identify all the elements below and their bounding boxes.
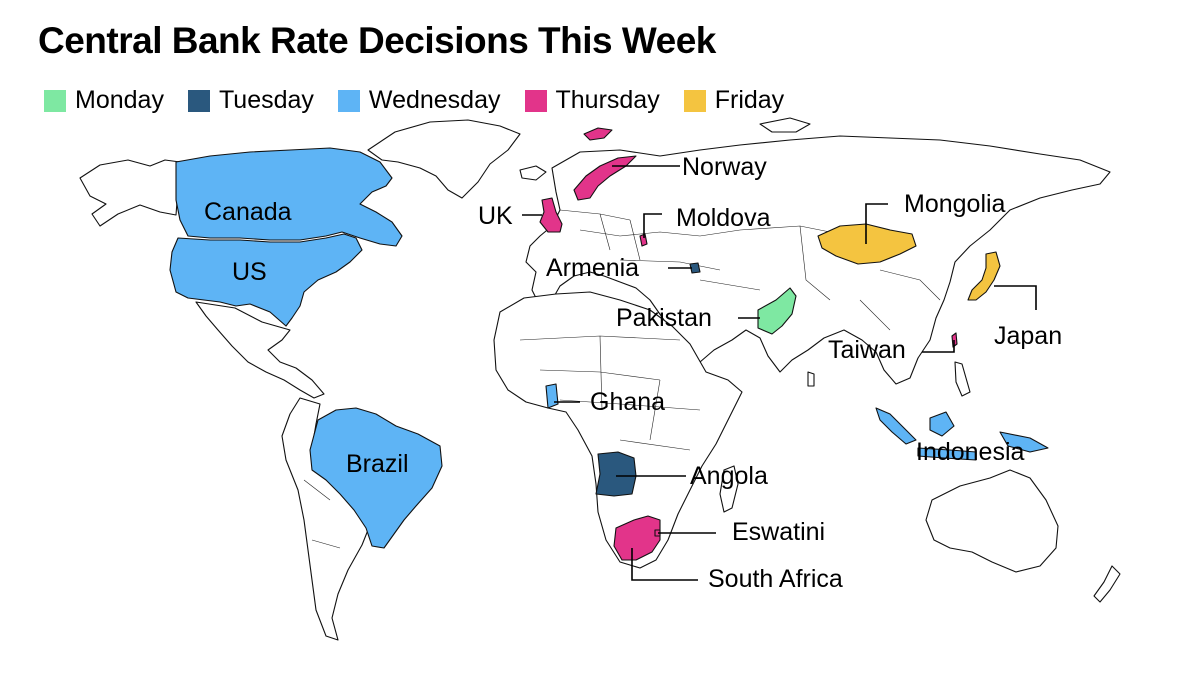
- country-labels: Canada US Brazil UK Norway Moldova Armen…: [204, 153, 1062, 593]
- legend-swatch-wednesday: [337, 89, 360, 112]
- legend-label-friday: Friday: [714, 86, 785, 114]
- legend-item-thursday: Thursday: [524, 86, 660, 115]
- land-mexico-central-america: [195, 301, 325, 399]
- legend-swatch-thursday: [524, 89, 547, 112]
- land-australia: [925, 469, 1059, 573]
- land-philippines: [954, 361, 971, 397]
- country-borders: [303, 209, 941, 549]
- legend-item-wednesday: Wednesday: [337, 86, 501, 115]
- label-eswatini: Eswatini: [732, 518, 825, 546]
- legend-swatch-friday: [683, 89, 706, 112]
- land-madagascar: [719, 465, 739, 513]
- label-us: US: [232, 258, 267, 286]
- country-armenia-shape[interactable]: [689, 262, 701, 274]
- country-canada-shape[interactable]: [175, 147, 403, 247]
- leader-taiwan: [922, 340, 955, 353]
- land-new-zealand: [1093, 565, 1121, 603]
- country-angola-shape[interactable]: [595, 451, 637, 497]
- country-south-africa-shape[interactable]: [613, 515, 661, 561]
- border-lines-europe: [559, 209, 741, 271]
- label-norway: Norway: [682, 153, 767, 181]
- border-lines-africa: [519, 335, 701, 451]
- label-pakistan: Pakistan: [616, 304, 712, 332]
- label-uk: UK: [478, 202, 513, 230]
- legend-swatch-tuesday: [187, 89, 210, 112]
- land-iceland: [519, 165, 547, 181]
- label-canada: Canada: [204, 198, 292, 226]
- legend-item-monday: Monday: [44, 86, 164, 115]
- country-indonesia-shape[interactable]: [875, 407, 1049, 461]
- legend-label-tuesday: Tuesday: [218, 86, 314, 114]
- land-greenland: [367, 119, 521, 199]
- country-norway-svalbard-shape[interactable]: [583, 127, 613, 141]
- legend-label-monday: Monday: [75, 86, 164, 114]
- label-japan: Japan: [994, 322, 1062, 350]
- country-brazil-shape[interactable]: [309, 407, 443, 549]
- legend-item-tuesday: Tuesday: [187, 86, 314, 115]
- leader-moldova: [643, 213, 662, 238]
- legend-swatch-monday: [44, 89, 66, 112]
- base-land: [79, 117, 1121, 641]
- country-ghana-shape[interactable]: [545, 383, 559, 409]
- country-uk-shape[interactable]: [539, 197, 563, 233]
- label-brazil: Brazil: [346, 450, 409, 478]
- label-moldova: Moldova: [676, 204, 771, 232]
- legend: Monday Tuesday Wednesday Thursday Friday: [44, 86, 784, 115]
- label-mongolia: Mongolia: [904, 190, 1006, 218]
- land-alaska: [79, 159, 181, 227]
- label-indonesia: Indonesia: [916, 438, 1025, 466]
- border-lines-asia: [699, 225, 941, 331]
- label-armenia: Armenia: [546, 254, 639, 282]
- label-angola: Angola: [690, 462, 768, 490]
- land-arctic-islands: [759, 117, 811, 133]
- leader-japan: [994, 285, 1037, 310]
- legend-item-friday: Friday: [683, 86, 785, 115]
- leader-lines: [522, 165, 1037, 581]
- country-mongolia-shape[interactable]: [817, 223, 917, 265]
- label-south-africa: South Africa: [708, 565, 843, 593]
- leader-south-africa: [631, 548, 698, 581]
- highlighted-countries: [169, 127, 1049, 561]
- country-us-shape[interactable]: [169, 233, 363, 327]
- legend-label-thursday: Thursday: [555, 86, 660, 114]
- country-japan-shape[interactable]: [967, 251, 1001, 301]
- map-title: Central Bank Rate Decisions This Week: [38, 20, 716, 61]
- country-pakistan-shape[interactable]: [757, 287, 797, 335]
- label-taiwan: Taiwan: [828, 336, 906, 364]
- label-ghana: Ghana: [590, 388, 665, 416]
- country-eswatini-shape[interactable]: [654, 529, 661, 537]
- leader-mongolia: [865, 203, 888, 244]
- land-sri-lanka: [807, 371, 815, 387]
- land-africa: [493, 291, 743, 569]
- legend-label-wednesday: Wednesday: [368, 86, 501, 114]
